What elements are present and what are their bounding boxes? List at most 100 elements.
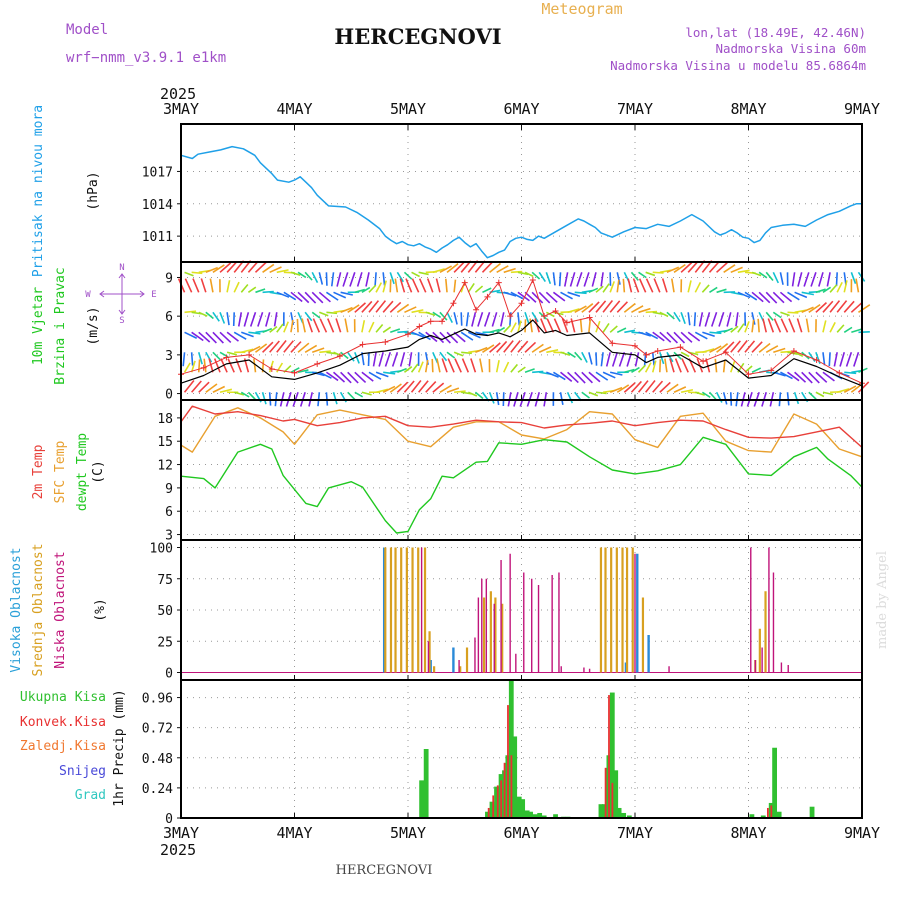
cloud-bar-mid — [411, 547, 414, 673]
wind-arrow — [319, 318, 328, 333]
wind-arrow — [340, 371, 352, 384]
wind-arrow — [297, 342, 310, 353]
cloud-bar-mid — [494, 597, 497, 673]
precip-total-bar — [760, 815, 766, 818]
wind-arrow — [780, 318, 789, 333]
top-day-label: 4MAY — [276, 100, 312, 118]
wind-arrow — [453, 312, 458, 325]
bottom-day-label: 3MAY — [163, 824, 199, 842]
wind-arrow — [808, 371, 820, 384]
cloud-bar-mid — [482, 597, 486, 673]
wind-gust-point — [382, 338, 389, 345]
sfc-temp-line — [180, 407, 863, 458]
wind-arrow — [822, 320, 827, 333]
wind-arrow — [453, 279, 457, 293]
wind-arrow — [311, 311, 321, 319]
wind-arrow — [198, 311, 208, 317]
wind-arrow — [361, 391, 372, 396]
cloud-bar-low — [493, 603, 495, 673]
wind-arrow — [205, 351, 213, 363]
wind-arrow — [426, 278, 434, 293]
wind-arrow — [591, 272, 597, 287]
precip-ytick-label: 0.96 — [142, 692, 173, 707]
wind-arrow — [354, 391, 364, 398]
wind-arrow — [312, 371, 325, 377]
wind-unit: (m/s) — [86, 306, 101, 345]
cloud-bar-low — [537, 585, 540, 673]
wind-arrow — [212, 351, 221, 361]
precip-border — [180, 679, 863, 819]
wind-arrow — [673, 311, 681, 323]
wind-arrow — [808, 391, 817, 400]
credit-watermark: made by Angel — [875, 551, 890, 649]
precip-total-bar — [489, 801, 495, 818]
wind-arrow — [638, 331, 652, 337]
wind-arrow — [765, 291, 778, 304]
wind-arrow — [737, 269, 750, 274]
wind-gust-point — [450, 300, 457, 307]
wind-arrow — [410, 363, 419, 373]
wind-arrow — [780, 311, 790, 317]
wind-arrow — [818, 272, 824, 287]
wind-arrow — [670, 278, 675, 293]
wind-arrow — [460, 312, 463, 326]
wind-arrow — [489, 342, 501, 353]
legend-conv: Konvek.Kisa — [20, 715, 106, 730]
wind-arrow — [441, 358, 448, 373]
wind-arrow — [751, 341, 763, 353]
wind-arrow — [843, 326, 853, 333]
cloud-bar-mid — [641, 597, 645, 673]
wind-arrow — [708, 260, 720, 273]
wind-arrow — [531, 271, 541, 280]
wind-arrow — [311, 271, 319, 283]
wind-arrow — [787, 351, 798, 355]
wind-arrow — [772, 311, 782, 319]
wind-arrow — [822, 371, 835, 382]
wind-arrow — [347, 351, 355, 362]
wind-arrow — [205, 266, 218, 274]
wind-arrow — [644, 362, 652, 373]
wind-arrow — [595, 285, 604, 293]
wind-arrow — [595, 391, 607, 395]
wind-arrow — [810, 272, 817, 287]
wind-arrow — [212, 311, 220, 322]
wind-arrow — [661, 278, 668, 293]
wind-arrow — [637, 364, 646, 373]
precip-total-bar — [524, 810, 530, 818]
wind-gust-point — [507, 313, 514, 320]
wind-arrow — [283, 340, 294, 353]
wind-arrow — [687, 280, 692, 293]
wind-arrow — [744, 365, 753, 373]
wind-arrow — [687, 312, 691, 326]
wind-arrow — [489, 328, 500, 334]
wind-arrow — [237, 312, 243, 327]
wind-gust-point — [427, 318, 434, 325]
cloud-bar-low — [500, 560, 502, 673]
wind-arrow — [737, 291, 751, 299]
wind-arrow — [340, 306, 353, 314]
wind-arrow — [600, 352, 604, 367]
wind-arrow — [389, 272, 395, 285]
wind-arrow — [845, 352, 853, 367]
wind-arrow — [411, 278, 420, 293]
wind-arrow — [262, 263, 275, 273]
wind-arrow — [453, 331, 466, 343]
wind-arrow — [532, 370, 544, 374]
wind-arrow — [616, 279, 620, 293]
wind-arrow — [435, 278, 441, 293]
wind-arrow — [481, 261, 494, 273]
wind-arrow — [489, 262, 502, 273]
top-day-label: 8MAY — [730, 100, 766, 118]
wind-arrow — [276, 291, 290, 298]
precip-conv-bar — [611, 782, 614, 818]
wind-gust-point — [632, 342, 638, 349]
wind-arrow — [836, 324, 845, 333]
pressure-border — [180, 123, 863, 263]
wind-arrow — [191, 331, 204, 342]
wind-arrow — [432, 311, 442, 319]
wind-arrow — [659, 359, 662, 373]
wind-arrow — [794, 371, 807, 383]
wind-arrow — [276, 340, 287, 353]
wind-arrow — [436, 358, 441, 373]
cloud-bar-low — [780, 662, 783, 673]
